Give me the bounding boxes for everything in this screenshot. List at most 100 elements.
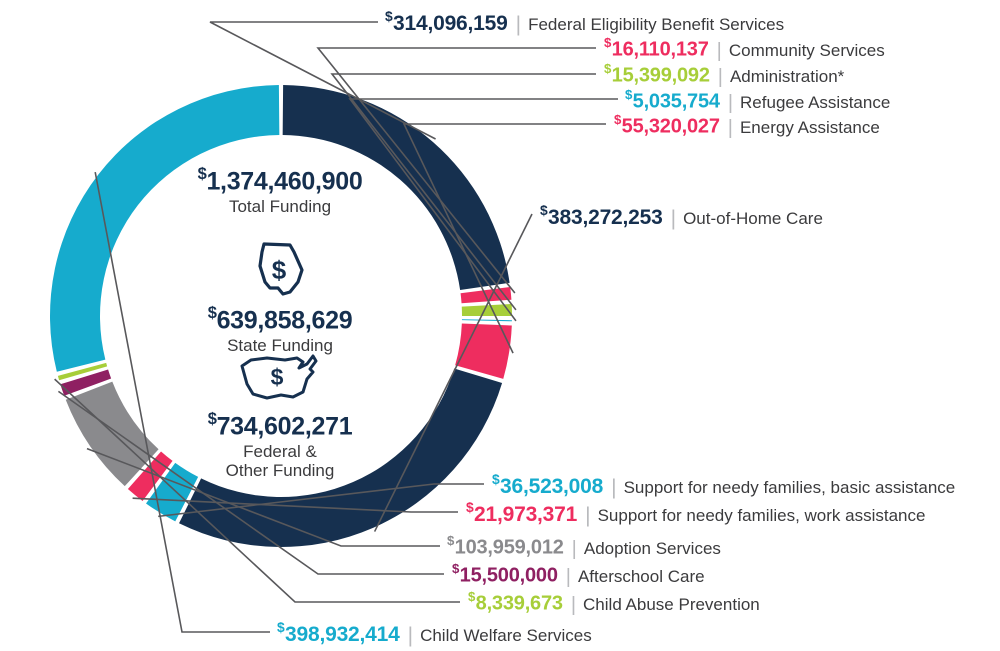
amount-value: 5,035,754 [632, 90, 720, 113]
federal-funding-amount: $734,602,271 [100, 410, 460, 441]
amount-value: 15,399,092 [611, 64, 710, 87]
currency-symbol: $ [452, 561, 460, 577]
svg-text:$: $ [272, 255, 287, 285]
state-funding-label: State Funding [227, 336, 333, 356]
leader-line-out-of-home-care [373, 213, 533, 532]
total-funding-block: $1,374,460,900 Total Funding [100, 165, 460, 217]
donut-segments [50, 85, 512, 547]
currency-symbol: $ [277, 619, 285, 636]
leader-lines [54, 21, 618, 633]
description: Support for needy families, work assista… [597, 506, 926, 525]
leader-line-adoption-services [86, 447, 440, 547]
currency-symbol: $ [540, 202, 548, 219]
federal-funding-label-line2: Other Funding [225, 461, 335, 481]
callout-support-needy-families-basic: $36,523,008 | Support for needy families… [492, 471, 956, 499]
total-funding-amount: $1,374,460,900 [100, 165, 460, 196]
divider: | [727, 116, 733, 139]
description: Support for needy families, basic assist… [623, 478, 956, 497]
description: Child Welfare Services [420, 626, 592, 645]
leader-line-refugee-assistance [348, 98, 618, 322]
callout-energy-assistance: $55,320,027 | Energy Assistance [614, 112, 880, 139]
donut-segment-child-welfare-services[interactable] [50, 85, 280, 372]
divider: | [585, 504, 591, 527]
state-amount-value: 639,858,629 [216, 306, 353, 335]
amount: $21,973,371 [466, 499, 578, 527]
callout-adoption-services: $103,959,012 | Adoption Services [447, 533, 721, 560]
currency-symbol: $ [468, 589, 476, 605]
donut-segment-refugee-assistance[interactable] [461, 319, 512, 322]
donut-segment-child-abuse-prevention[interactable] [57, 362, 108, 381]
leader-line-energy-assistance [402, 123, 606, 354]
callout-out-of-home-care: $383,272,253 | Out-of-Home Care [540, 202, 823, 230]
amount-value: 103,959,012 [454, 536, 564, 559]
currency-symbol: $ [625, 87, 633, 103]
currency-symbol: $ [447, 533, 455, 549]
description: Energy Assistance [739, 117, 880, 137]
currency-symbol: $ [207, 410, 217, 429]
description: Out-of-Home Care [683, 209, 823, 228]
donut-segment-federal-eligibility-benefit-services[interactable] [282, 85, 510, 291]
callout-support-needy-families-work: $21,973,371 | Support for needy families… [466, 499, 926, 527]
federal-amount-value: 734,602,271 [216, 412, 353, 441]
total-amount-value: 1,374,460,900 [206, 167, 363, 196]
amount: $314,096,159 [385, 8, 508, 36]
state-funding-amount: $639,858,629 [100, 304, 460, 335]
divider: | [670, 207, 677, 230]
amount-value: 8,339,673 [475, 592, 563, 615]
donut-segment-out-of-home-care[interactable] [179, 368, 503, 547]
callout-federal-eligibility-benefit-services: $314,096,159 | Federal Eligibility Benef… [385, 8, 785, 36]
divider: | [570, 593, 577, 616]
amount: $8,339,673 [468, 589, 563, 616]
currency-symbol: $ [207, 304, 217, 323]
leader-line-child-welfare-services [94, 171, 270, 633]
description: Refugee Assistance [740, 92, 891, 112]
currency-symbol: $ [492, 471, 500, 488]
amount: $103,959,012 [447, 533, 564, 560]
callout-refugee-assistance: $5,035,754 | Refugee Assistance [625, 87, 891, 114]
donut-segment-administration[interactable] [461, 303, 512, 316]
amount-value: 21,973,371 [474, 503, 578, 526]
svg-text:$: $ [271, 364, 284, 390]
amount-value: 383,272,253 [548, 206, 663, 229]
divider: | [571, 537, 577, 560]
currency-symbol: $ [604, 35, 612, 51]
amount-value: 36,523,008 [500, 475, 604, 498]
usa-map-dollar-icon: $ [100, 352, 460, 404]
amount: $16,110,137 [604, 35, 709, 62]
donut-segment-afterschool-care[interactable] [60, 369, 112, 396]
amount: $398,932,414 [277, 619, 400, 647]
callout-administration: $15,399,092 | Administration* [604, 61, 845, 88]
donut-segment-energy-assistance[interactable] [455, 323, 512, 379]
currency-symbol: $ [604, 61, 612, 77]
description: Federal Eligibility Benefit Services [528, 15, 785, 34]
amount-value: 314,096,159 [393, 12, 508, 35]
leader-line-child-abuse-prevention [54, 378, 460, 603]
leader-line-community-services [316, 47, 596, 294]
total-funding-label: Total Funding [228, 197, 332, 217]
amount-value: 55,320,027 [621, 115, 720, 138]
currency-symbol: $ [385, 8, 393, 25]
callout-community-services: $16,110,137 | Community Services [604, 35, 885, 62]
divider: | [611, 476, 617, 499]
divider: | [717, 65, 723, 88]
description: Administration* [729, 66, 845, 86]
amount: $15,500,000 [452, 561, 558, 588]
callout-child-welfare-services: $398,932,414 | Child Welfare Services [277, 619, 592, 647]
divider: | [727, 91, 734, 114]
leader-line-support-needy-families-basic [158, 483, 484, 518]
divider: | [407, 624, 414, 647]
georgia-state-dollar-icon: $ [100, 240, 460, 298]
federal-funding-label-line1: Federal & [243, 442, 317, 462]
amount-value: 15,500,000 [459, 564, 558, 587]
callout-afterschool-care: $15,500,000 | Afterschool Care [452, 561, 705, 588]
amount-value: 16,110,137 [611, 38, 709, 61]
description: Adoption Services [583, 538, 721, 558]
divider: | [716, 39, 722, 62]
state-funding-block: $ $639,858,629 State Funding [100, 240, 460, 355]
donut-segment-adoption-services[interactable] [65, 381, 159, 487]
amount: $15,399,092 [604, 61, 710, 88]
callout-child-abuse-prevention: $8,339,673 | Child Abuse Prevention [468, 589, 760, 616]
amount: $55,320,027 [614, 112, 720, 139]
currency-symbol: $ [614, 112, 622, 128]
